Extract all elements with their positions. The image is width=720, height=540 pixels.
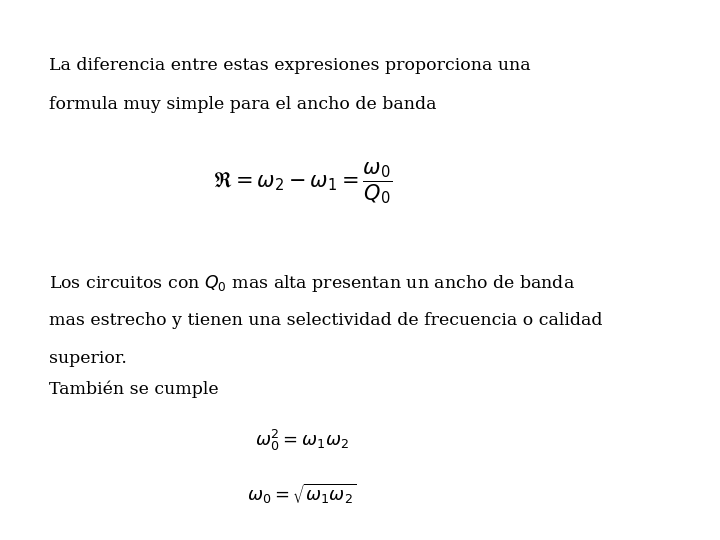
Text: mas estrecho y tienen una selectividad de frecuencia o calidad: mas estrecho y tienen una selectividad d… bbox=[49, 312, 603, 328]
Text: $\omega_0^2 = \omega_1 \omega_2$: $\omega_0^2 = \omega_1 \omega_2$ bbox=[256, 428, 349, 453]
Text: $\omega_0 = \sqrt{\omega_1 \omega_2}$: $\omega_0 = \sqrt{\omega_1 \omega_2}$ bbox=[248, 482, 357, 506]
Text: $\mathfrak{R} = \omega_2 - \omega_1 = \dfrac{\omega_0}{Q_0}$: $\mathfrak{R} = \omega_2 - \omega_1 = \d… bbox=[213, 161, 392, 206]
Text: La diferencia entre estas expresiones proporciona una: La diferencia entre estas expresiones pr… bbox=[49, 57, 531, 73]
Text: formula muy simple para el ancho de banda: formula muy simple para el ancho de band… bbox=[49, 96, 436, 112]
Text: También se cumple: También se cumple bbox=[49, 381, 219, 398]
Text: superior.: superior. bbox=[49, 350, 127, 367]
Text: Los circuitos con $Q_0$ mas alta presentan un ancho de banda: Los circuitos con $Q_0$ mas alta present… bbox=[49, 273, 575, 294]
